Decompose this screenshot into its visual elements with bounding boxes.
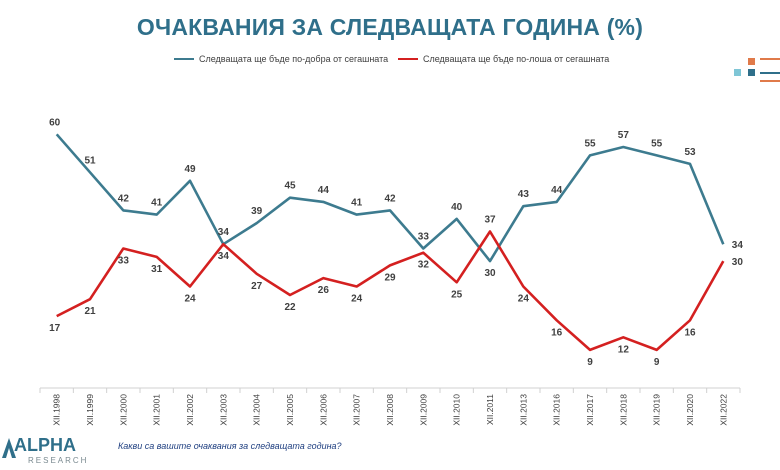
decor-squares [730,58,780,88]
legend-swatch-better [174,58,194,60]
x-tick-label: XII.2009 [418,394,428,426]
data-label-worse: 17 [49,323,61,334]
data-label-better: 55 [651,138,663,149]
data-label-worse: 29 [384,272,396,283]
x-tick-label: XII.2022 [718,394,728,426]
data-label-worse: 21 [84,306,96,317]
x-tick-label: XII.2005 [285,394,295,426]
legend-swatch-worse [398,58,418,60]
data-label-worse: 22 [284,302,296,313]
data-label-worse: 24 [351,294,363,305]
data-label-better: 55 [584,138,596,149]
chart-title: ОЧАКВАНИЯ ЗА СЛЕДВАЩАТА ГОДИНА (%) [136,14,644,40]
x-tick-label: XII.2007 [352,394,362,426]
data-label-better: 39 [251,206,263,217]
x-tick-label: XII.2013 [518,394,528,426]
data-label-worse: 31 [151,264,163,275]
data-label-worse: 34 [218,251,230,262]
logo-name: ALPHA [14,435,76,455]
data-label-better: 42 [384,193,396,204]
data-label-better: 53 [684,147,696,158]
x-tick-label: XII.2018 [618,394,628,426]
series-line-better [55,133,725,263]
data-label-better: 41 [351,198,363,209]
data-label-worse: 27 [251,281,263,292]
data-label-worse: 24 [518,294,530,305]
x-tick-label: XII.2016 [552,394,562,426]
data-label-better: 44 [318,185,330,196]
chart-legend: Следващата ще бъде по-добра от сегашната… [0,54,780,70]
x-tick-label: XII.2020 [685,394,695,426]
x-tick-label: XII.2004 [252,394,262,426]
logo-mark-icon [2,438,16,458]
data-label-worse: 9 [587,357,593,368]
data-label-worse: 37 [484,215,496,226]
data-label-better: 40 [451,202,463,213]
alpha-research-logo: ALPHA RESEARCH [2,434,102,468]
x-tick-label: XII.2010 [452,394,462,426]
data-label-better: 34 [732,240,744,251]
x-tick-label: XII.2000 [118,394,128,426]
data-label-worse: 32 [418,260,430,271]
legend-item-better: Следващата ще бъде по-добра от сегашната [174,54,388,64]
data-label-better: 45 [284,181,296,192]
data-label-better: 30 [484,268,496,279]
data-label-worse: 26 [318,285,330,296]
survey-question: Какви са вашите очаквания за следващата … [118,441,342,451]
data-label-better: 42 [118,193,130,204]
x-tick-label: XII.2003 [218,394,228,426]
x-tick-label: XII.1999 [85,394,95,426]
x-tick-label: XII.2002 [185,394,195,426]
x-tick-label: XII.2001 [152,394,162,426]
x-tick-label: XII.1998 [52,394,62,426]
legend-label-worse: Следващата ще бъде по-лоша от сегашната [423,54,610,64]
data-label-worse: 33 [118,255,130,266]
data-label-better: 49 [184,164,196,175]
data-label-worse: 16 [684,327,696,338]
data-label-worse: 9 [654,357,660,368]
data-label-worse: 16 [551,327,563,338]
x-tick-label: XII.2006 [318,394,328,426]
legend-item-worse: Следващата ще бъде по-лоша от сегашната [398,54,609,64]
x-tick-label: XII.2008 [385,394,395,426]
series-line-worse [56,230,725,352]
data-label-better: 41 [151,198,163,209]
logo-subtitle: RESEARCH [28,456,89,465]
data-label-better: 51 [84,155,96,166]
data-label-better: 34 [218,227,230,238]
x-tick-label: XII.2019 [652,394,662,426]
data-label-better: 60 [49,117,61,128]
data-label-better: 44 [551,185,563,196]
data-label-worse: 30 [732,257,744,268]
data-label-worse: 24 [184,294,196,305]
x-tick-label: XII.2011 [485,394,495,425]
legend-label-better: Следващата ще бъде по-добра от сегашната [199,54,389,64]
data-label-better: 33 [418,231,430,242]
data-label-better: 43 [518,189,530,200]
x-tick-label: XII.2017 [585,394,595,426]
data-label-better: 57 [618,130,630,141]
data-label-worse: 25 [451,289,463,300]
data-label-worse: 12 [618,344,630,355]
